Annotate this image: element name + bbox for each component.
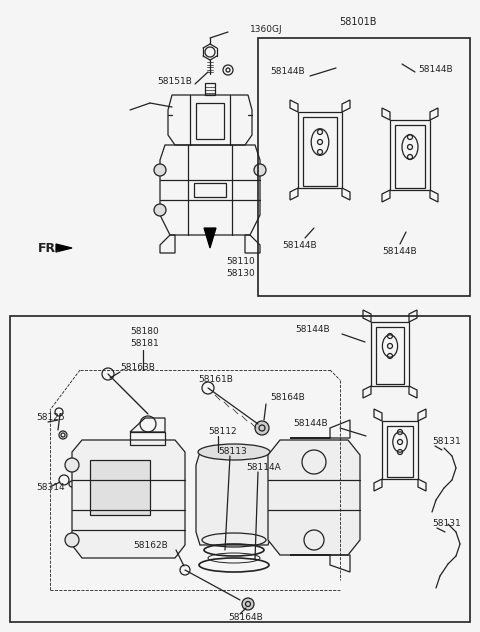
Bar xyxy=(194,183,226,197)
Text: 58164B: 58164B xyxy=(228,614,263,623)
Text: 58110: 58110 xyxy=(226,257,255,267)
Text: 58101B: 58101B xyxy=(339,17,377,27)
Text: 58151B: 58151B xyxy=(157,78,192,87)
Ellipse shape xyxy=(198,444,270,460)
Circle shape xyxy=(154,204,166,216)
Circle shape xyxy=(254,164,266,176)
Polygon shape xyxy=(72,440,185,558)
Text: 58163B: 58163B xyxy=(120,363,155,372)
Text: 58162B: 58162B xyxy=(133,542,168,550)
Text: 58161B: 58161B xyxy=(198,375,233,384)
Text: 58113: 58113 xyxy=(218,447,247,456)
Text: 58144B: 58144B xyxy=(270,68,305,76)
Polygon shape xyxy=(204,228,216,248)
Text: 58130: 58130 xyxy=(226,269,255,279)
Text: 58181: 58181 xyxy=(130,339,159,348)
Bar xyxy=(10,316,470,622)
Text: 58125: 58125 xyxy=(36,413,65,423)
Text: 58112: 58112 xyxy=(208,427,237,437)
Circle shape xyxy=(242,598,254,610)
Polygon shape xyxy=(268,440,360,555)
Text: 58144B: 58144B xyxy=(283,241,317,250)
Bar xyxy=(196,103,224,139)
Text: 58314: 58314 xyxy=(36,483,65,492)
Text: 58144B: 58144B xyxy=(383,248,417,257)
Text: 1360GJ: 1360GJ xyxy=(250,25,283,35)
Text: 58131: 58131 xyxy=(432,437,461,446)
Text: 58164B: 58164B xyxy=(270,394,305,403)
Circle shape xyxy=(65,458,79,472)
Text: 58144B: 58144B xyxy=(293,420,328,428)
Text: 58144B: 58144B xyxy=(295,325,330,334)
Circle shape xyxy=(65,533,79,547)
Text: 58180: 58180 xyxy=(130,327,159,336)
Text: 58144B: 58144B xyxy=(418,66,453,75)
Circle shape xyxy=(154,164,166,176)
Text: 58131: 58131 xyxy=(432,520,461,528)
Circle shape xyxy=(255,421,269,435)
Polygon shape xyxy=(196,452,272,545)
Bar xyxy=(90,460,150,515)
Bar xyxy=(258,38,470,296)
Text: FR.: FR. xyxy=(38,241,61,255)
Text: 58114A: 58114A xyxy=(246,463,281,473)
Polygon shape xyxy=(56,244,72,252)
